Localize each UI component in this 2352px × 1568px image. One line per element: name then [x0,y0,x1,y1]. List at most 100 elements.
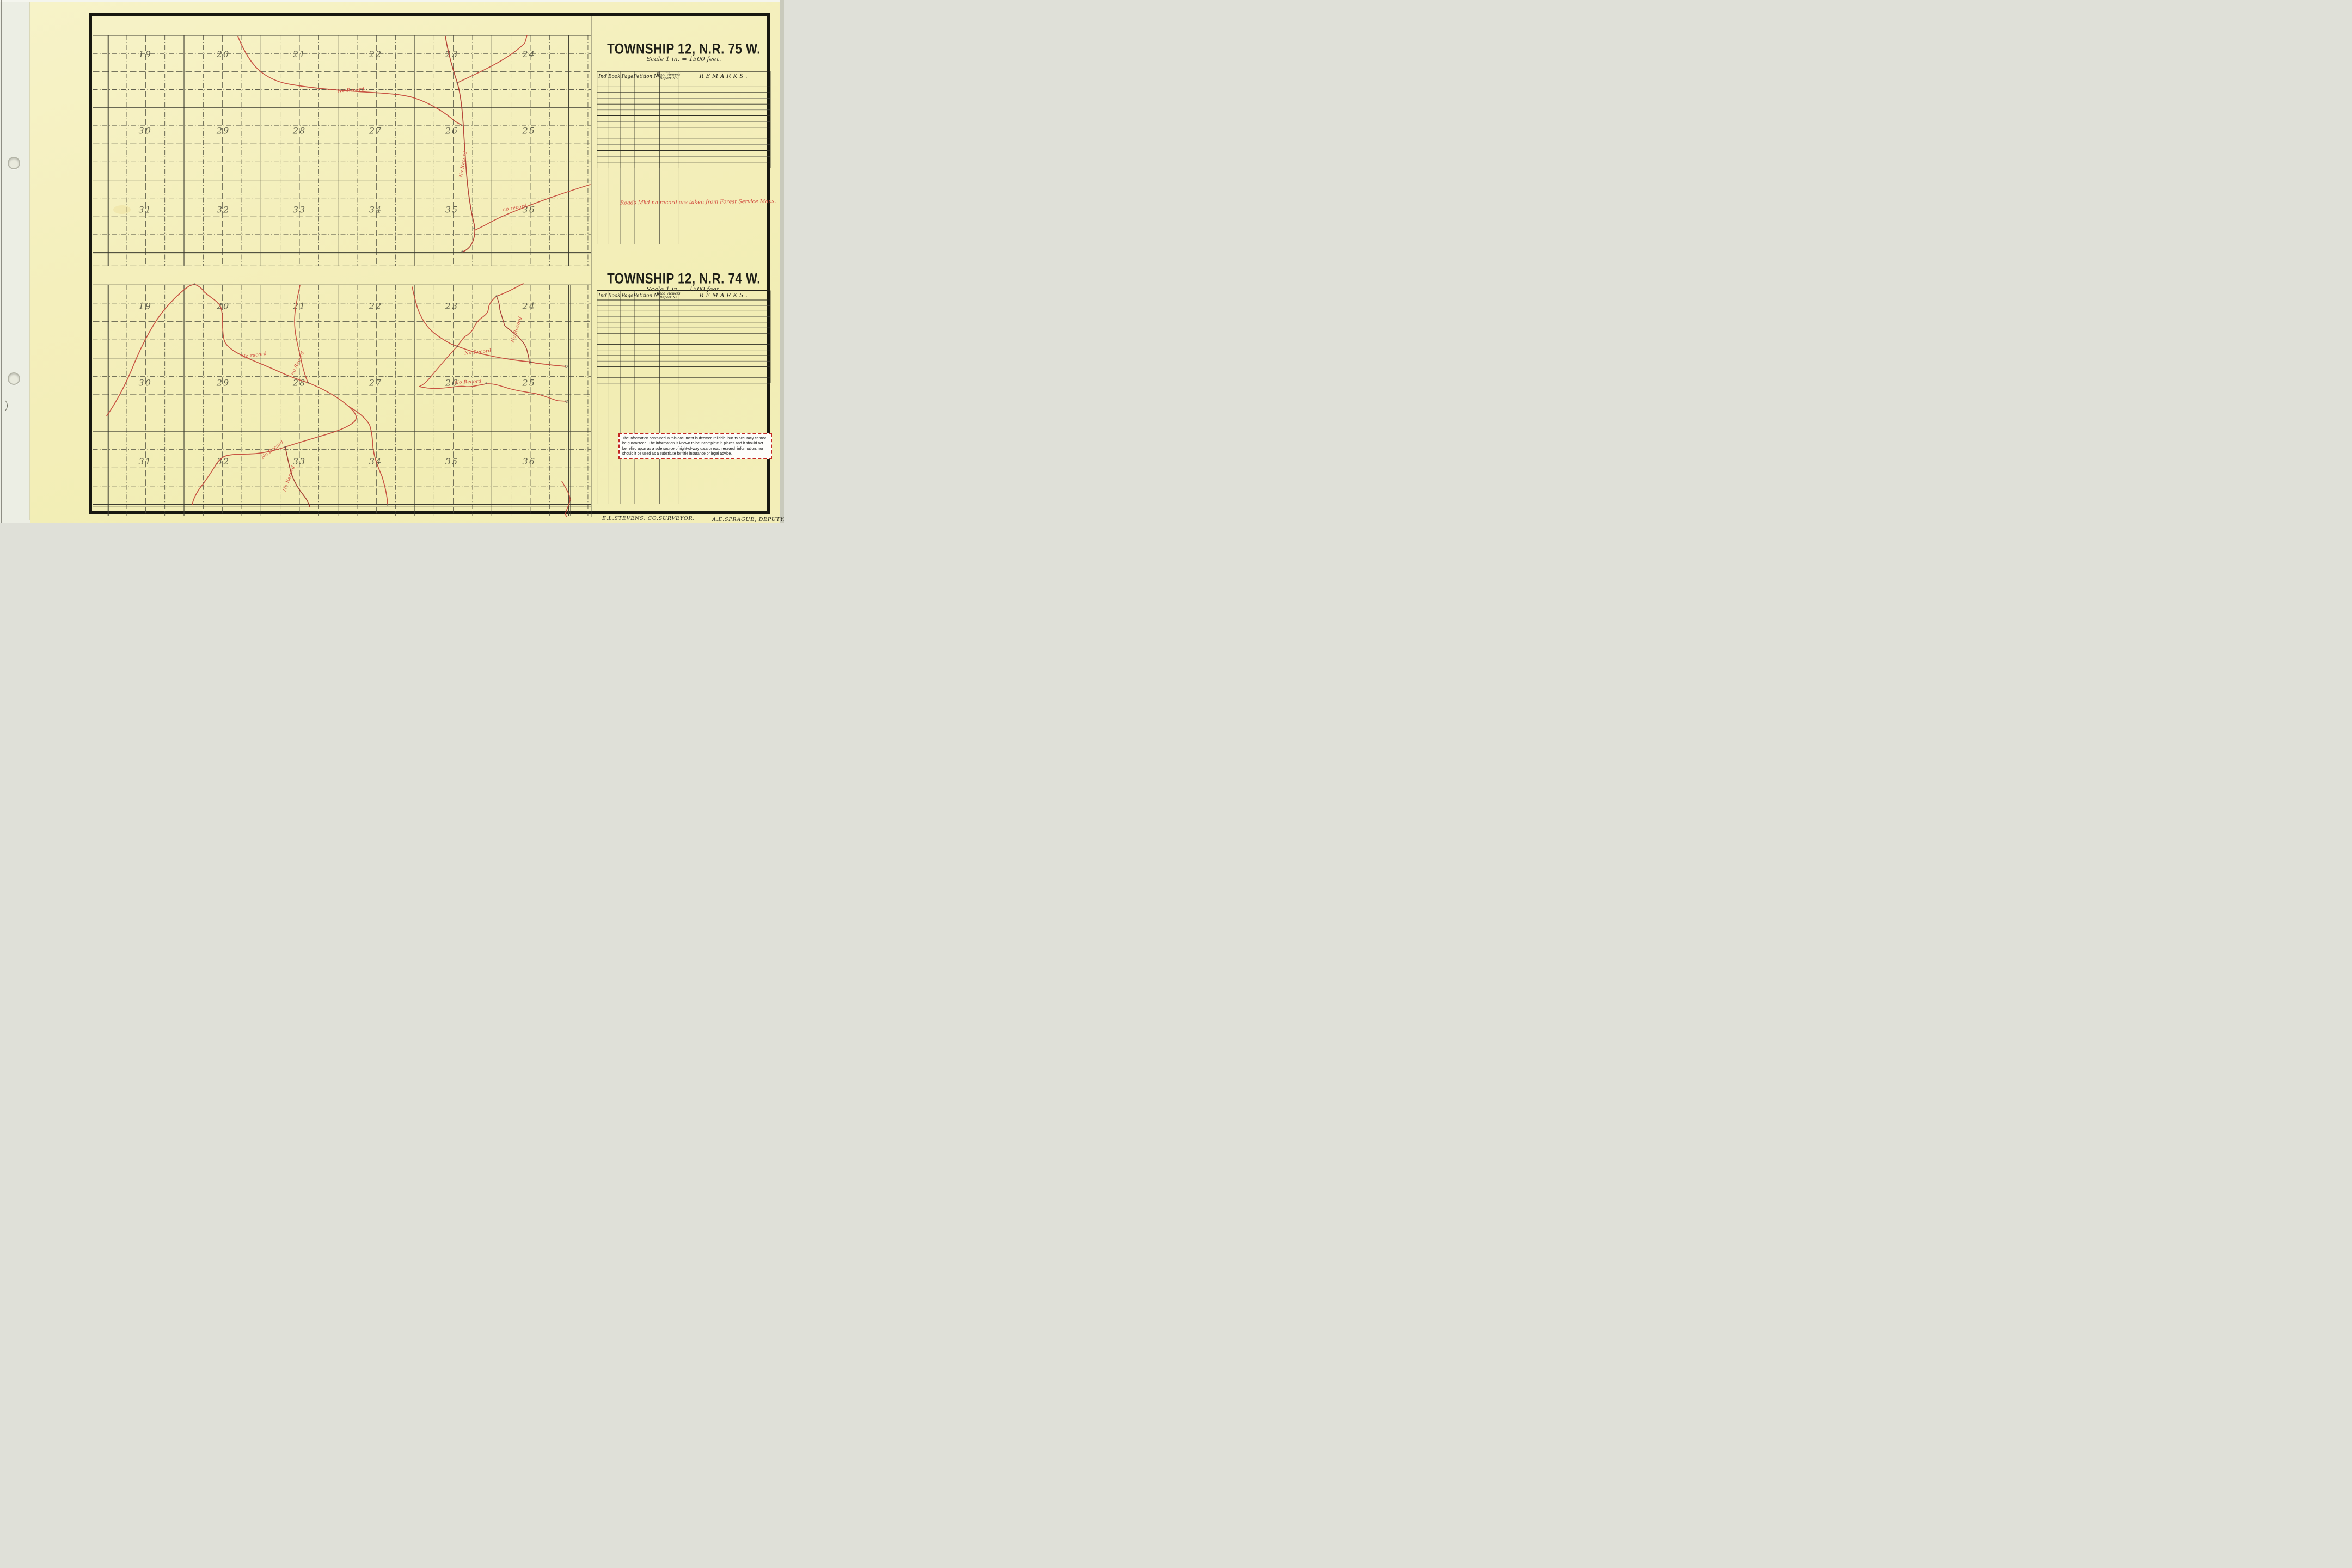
road-junction-dot [461,124,463,126]
disclaimer-box: The information contained in this docume… [618,433,772,459]
section-number: 26 [445,126,458,136]
table-header: Page [621,74,634,79]
road-junction-dot [473,227,475,229]
road-junction-dot [530,361,532,363]
section-number: 33 [293,456,306,467]
road-end-ring [565,365,568,368]
road-label: No Record [454,379,482,386]
road-label: no Record [290,350,306,376]
road-line [457,296,497,347]
road-label: No Record [260,439,285,461]
section-number: 22 [369,301,382,311]
section-number: 23 [445,301,458,311]
road-line [294,285,309,383]
road-junction-dot [485,382,487,384]
section-number: 34 [369,205,382,215]
section-number: 29 [216,126,230,136]
section-number: 31 [139,205,152,215]
table-header: Report Nº. [659,296,678,299]
paper-smudge [113,205,131,214]
section-number: 23 [445,49,458,59]
table-header: REMARKS. [699,292,750,299]
sheet-crease [29,2,30,520]
road-line [457,346,566,367]
section-number: 21 [292,301,306,311]
section-number: 32 [217,205,230,215]
road-end-ring [565,400,568,403]
surveyor-credit: E.L.STEVENS, CO.SURVEYOR. [602,516,695,522]
road-line [474,184,591,231]
table-header: Book [608,293,620,299]
road-line [348,406,388,505]
sheet-top-edge [0,0,784,2]
road-line [419,383,567,402]
table-header: REMARKS. [699,73,750,79]
scanned-plat-page: 19 20 21 22 23 24 30 29 28 27 26 25 31 32 33 34 35 36 19 20… [0,0,784,523]
table-header: Petition Nº [633,74,660,79]
table-header: Ind [598,74,607,79]
upper-township-title: TOWNSHIP 12, N.R. 75 W. [607,40,761,57]
section-number: 26 [445,378,458,388]
section-number: 27 [369,126,382,136]
road-junction-dot [456,82,458,84]
section-number: 30 [139,378,152,388]
section-number: 28 [292,378,306,388]
upper-township-scale-note: Scale 1 in. = 1500 feet. [646,55,721,63]
table-header: Road Viewers' [656,292,681,296]
road-junction-dot [456,345,458,347]
section-number: 36 [523,456,536,467]
table-header: Book [608,74,620,79]
section-number: 24 [522,301,536,311]
section-number: 24 [522,49,536,59]
section-number: 27 [369,378,382,388]
section-number: 32 [217,456,230,467]
lower-township-title: TOWNSHIP 12, N.R. 74 W. [607,270,761,287]
plat-canvas: 19 20 21 22 23 24 30 29 28 27 26 25 31 32 33 34 35 36 19 20… [5,16,771,517]
punch-hole-top [8,157,20,169]
section-number: 31 [139,456,152,467]
road-line [445,36,475,253]
table-header: Petition Nº [633,293,660,299]
punch-hole-bottom [8,372,20,385]
section-number: 28 [292,126,306,136]
table-header: Page [621,293,634,299]
pen-mark [5,400,8,411]
road-label: No Record [510,316,523,344]
road-junction-dot [193,283,195,285]
road-label: No record [241,351,267,360]
section-number: 35 [445,456,458,467]
road-junction-dot [495,295,498,297]
road-line [192,446,286,505]
section-number: 30 [139,126,152,136]
road-line [419,346,458,387]
section-number: 20 [216,49,230,59]
road-line [561,481,571,517]
section-number: 21 [292,49,306,59]
road-line [285,446,310,507]
section-number: 20 [216,301,230,311]
road-label: No Record [282,465,297,493]
road-line [285,382,357,448]
deputy-credit: A.E.SPRAGUE, DEPUTY. [712,517,784,523]
section-number: 25 [522,126,536,136]
section-number: 22 [369,49,382,59]
table-header: Report Nº. [659,77,678,81]
road-junction-dot [284,446,286,448]
road-junction-dot [307,382,309,384]
section-number: 34 [369,456,382,467]
binder-spine-line [1,0,2,523]
table-header: Road Viewers' [656,73,681,77]
section-number: 29 [216,378,230,388]
section-number: 19 [139,301,152,311]
road-line [496,283,524,297]
road-junction-dot [461,250,463,253]
road-line [457,35,528,83]
road-label: No Record [337,87,365,94]
plat-border-frame [89,13,770,514]
section-number: 35 [445,205,458,215]
road-line [496,296,531,364]
road-line [237,36,462,126]
road-junction-dot [387,504,389,506]
lower-township-scale-note: Scale 1 in. = 1500 feet. [646,285,721,293]
section-number: 19 [139,49,152,59]
